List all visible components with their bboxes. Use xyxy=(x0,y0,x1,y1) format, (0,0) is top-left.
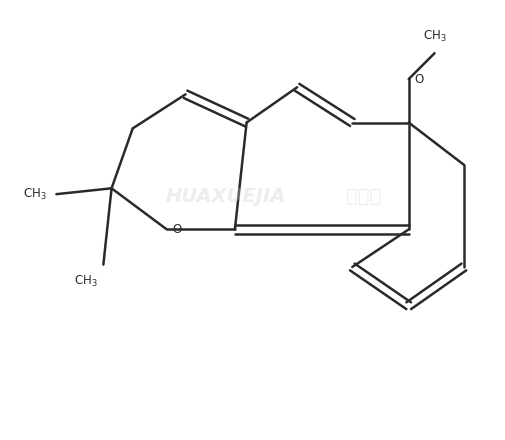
Text: CH$_3$: CH$_3$ xyxy=(23,187,47,202)
Text: CH$_3$: CH$_3$ xyxy=(74,274,97,289)
Text: CH$_3$: CH$_3$ xyxy=(423,29,446,44)
Text: O: O xyxy=(415,73,424,85)
Text: HUAXUEJIA: HUAXUEJIA xyxy=(165,187,286,206)
Text: O: O xyxy=(173,223,182,236)
Text: 化学加: 化学加 xyxy=(346,187,382,206)
